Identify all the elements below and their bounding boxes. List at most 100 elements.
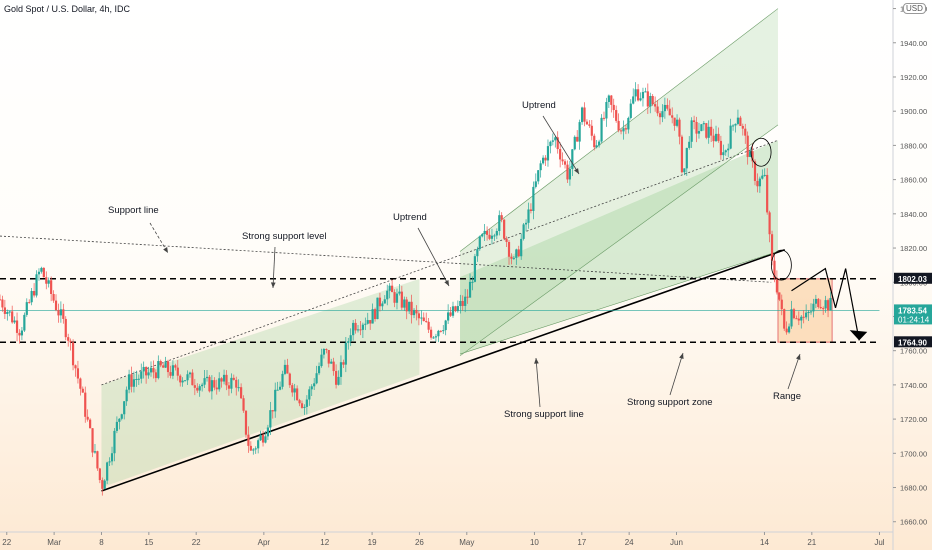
candle-body bbox=[627, 117, 630, 130]
candle-body bbox=[142, 366, 145, 372]
candle-body bbox=[456, 306, 459, 312]
candle-body bbox=[817, 298, 820, 308]
candle-body bbox=[746, 135, 749, 157]
candle-body bbox=[549, 141, 552, 147]
candle-body bbox=[573, 136, 576, 150]
candle-body bbox=[515, 249, 518, 258]
time-tick-label: May bbox=[459, 538, 474, 547]
currency-badge[interactable]: USD bbox=[903, 3, 926, 14]
candle-body bbox=[542, 157, 545, 164]
candle-body bbox=[554, 137, 557, 141]
candle-body bbox=[230, 377, 233, 389]
candle-body bbox=[800, 316, 803, 321]
candle-body bbox=[797, 318, 800, 321]
candle-body bbox=[481, 234, 484, 237]
candle-body bbox=[583, 107, 586, 122]
candle-body bbox=[227, 385, 231, 389]
candle-body bbox=[568, 168, 571, 180]
price-tick-label: 1900.00 bbox=[900, 107, 927, 116]
candle-body bbox=[59, 309, 62, 316]
price-label-value: 1802.03 bbox=[898, 275, 927, 284]
time-tick-label: 22 bbox=[2, 538, 11, 547]
channel-edge bbox=[459, 251, 779, 355]
candle-body bbox=[539, 163, 542, 171]
candle-body bbox=[244, 410, 248, 435]
candle-body bbox=[532, 186, 535, 211]
candle-body bbox=[264, 436, 267, 443]
candle-body bbox=[663, 104, 666, 112]
candle-body bbox=[639, 98, 642, 101]
candle-body bbox=[632, 96, 635, 104]
candle-body bbox=[512, 257, 515, 259]
candle-body bbox=[344, 342, 347, 365]
candle-body bbox=[602, 117, 606, 119]
candle-body bbox=[171, 365, 175, 376]
candle-body bbox=[369, 320, 372, 324]
candle-body bbox=[198, 386, 201, 391]
candle-body bbox=[220, 378, 223, 382]
candle-body bbox=[578, 122, 581, 142]
candle-body bbox=[619, 130, 623, 132]
candle-body bbox=[96, 451, 99, 469]
annotation-arrow bbox=[669, 352, 684, 396]
candle-body bbox=[498, 215, 501, 232]
candle-body bbox=[35, 274, 38, 296]
candle-body bbox=[152, 368, 155, 373]
candle-body bbox=[576, 136, 579, 142]
candle-body bbox=[166, 361, 170, 373]
candle-body bbox=[283, 364, 287, 374]
candle-body bbox=[57, 310, 60, 316]
candle-body bbox=[824, 300, 827, 309]
candle-body bbox=[181, 380, 184, 383]
candle-body bbox=[196, 387, 199, 391]
candle-body bbox=[417, 313, 420, 319]
time-tick-label: 21 bbox=[807, 538, 816, 547]
candle-body bbox=[449, 312, 452, 316]
time-tick-label: 19 bbox=[368, 538, 377, 547]
candle-body bbox=[259, 434, 262, 441]
candle-body bbox=[373, 309, 377, 320]
time-tick-label: 12 bbox=[320, 538, 329, 547]
candle-body bbox=[213, 380, 216, 388]
price-tick-label: 1840.00 bbox=[900, 210, 927, 219]
candle-body bbox=[607, 95, 610, 102]
candle-body bbox=[654, 104, 657, 107]
candle-body bbox=[412, 309, 416, 316]
candle-body bbox=[222, 374, 226, 382]
projected-arrow-head bbox=[849, 330, 868, 341]
candle-body bbox=[0, 299, 2, 301]
candle-body bbox=[476, 249, 479, 257]
candle-body bbox=[125, 389, 128, 402]
candle-body bbox=[356, 329, 360, 331]
candle-body bbox=[693, 120, 696, 122]
candle-body bbox=[636, 89, 640, 101]
time-tick-label: 8 bbox=[99, 538, 104, 547]
time-tick-label: Jun bbox=[670, 538, 683, 547]
candle-body bbox=[332, 361, 335, 372]
candle-body bbox=[651, 96, 654, 105]
candle-body bbox=[770, 234, 774, 261]
candle-body bbox=[342, 362, 345, 365]
candle-body bbox=[524, 222, 528, 225]
candle-body bbox=[410, 301, 413, 316]
candle-body bbox=[67, 337, 70, 341]
candle-body bbox=[447, 312, 450, 321]
candle-body bbox=[154, 372, 157, 379]
candle-body bbox=[605, 101, 608, 119]
annotation-label-6: Range bbox=[773, 391, 801, 402]
candle-body bbox=[274, 389, 277, 412]
candle-body bbox=[403, 299, 406, 308]
candle-body bbox=[678, 119, 681, 137]
time-tick-label: 17 bbox=[577, 538, 586, 547]
candle-body bbox=[787, 326, 791, 333]
candle-body bbox=[795, 318, 798, 320]
candle-body bbox=[468, 281, 472, 298]
candle-body bbox=[634, 89, 637, 97]
candle-body bbox=[18, 332, 21, 336]
candle-body bbox=[54, 300, 58, 311]
candle-body bbox=[598, 141, 601, 146]
annotation-arrow bbox=[542, 115, 580, 175]
channel-edge bbox=[459, 124, 779, 357]
